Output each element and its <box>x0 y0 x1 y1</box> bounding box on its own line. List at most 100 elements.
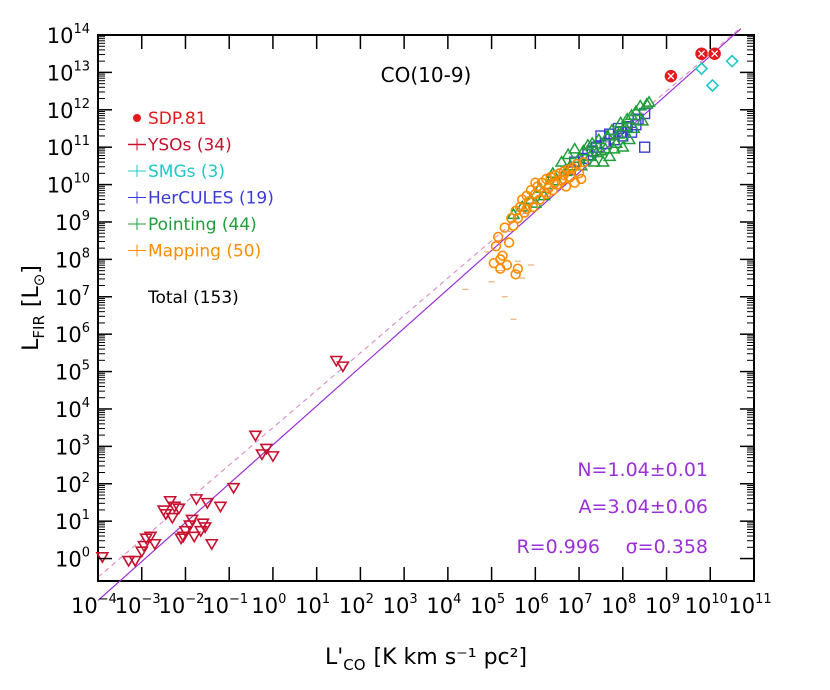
point-ysos-34 <box>167 501 182 514</box>
legend: SDP.81 YSOs (34) SMGs (3) HerCULES (19) Poin… <box>128 109 274 262</box>
chart-title: CO(10-9) <box>381 63 472 87</box>
point-mapping-50 <box>571 158 583 170</box>
point-ysos-34 <box>185 514 199 527</box>
x-tick-label: 106 <box>514 592 549 618</box>
point-pointing-44 <box>598 142 613 154</box>
x-tick-label: 105 <box>470 592 505 618</box>
point-ysos-34 <box>259 443 274 456</box>
point-mapping-50 <box>558 170 569 181</box>
x-tick-label: 109 <box>645 592 680 618</box>
point-mapping-50 <box>501 259 513 271</box>
point-ysos-34 <box>147 538 162 551</box>
point-ysos-34 <box>200 497 215 510</box>
x-tick-label: 101 <box>295 592 330 618</box>
point-pointing-44 <box>554 155 569 167</box>
point-sdp-81-cross <box>698 50 706 58</box>
y-axis-label-unit-open: [L <box>19 286 44 308</box>
y-axis-label-sub: FIR <box>30 315 48 338</box>
point-ysos-34 <box>174 533 188 546</box>
y-tick-label: 102 <box>55 471 90 497</box>
point-ysos-34 <box>255 449 269 461</box>
y-axis-label-main: L <box>19 338 44 351</box>
y-tick-label: 1012 <box>47 97 90 123</box>
point-mapping-50 <box>576 173 587 185</box>
point-smgs-3 <box>694 62 709 76</box>
point-smgs-3 <box>725 54 739 68</box>
legend-marker-sdp-81 <box>133 114 141 122</box>
point-pointing-44 <box>587 155 602 167</box>
x-tick-label: 103 <box>383 592 418 618</box>
x-tick-label: 107 <box>558 592 593 618</box>
point-smgs-3 <box>705 78 720 93</box>
point-mapping-50 <box>573 168 585 179</box>
point-pointing-44 <box>642 95 656 107</box>
point-ysos-34 <box>165 512 180 525</box>
point-pointing-44 <box>594 143 608 156</box>
point-mapping-50 <box>541 188 552 200</box>
fit-n-value: N=1.04±0.01 <box>577 459 708 481</box>
legend-label-pointing-44: Pointing (44) <box>148 215 257 235</box>
point-mapping-50 <box>527 201 539 213</box>
y-tick-label: 109 <box>55 209 90 235</box>
point-pointing-44 <box>626 121 641 134</box>
point-ysos-34 <box>143 531 158 544</box>
point-mapping-50 <box>549 177 561 188</box>
y-tick-label: 1014 <box>47 22 90 48</box>
point-sdp-81-cross <box>667 72 675 80</box>
point-ysos-34 <box>204 538 219 551</box>
point-ysos-34 <box>137 540 151 553</box>
legend-total: Total (153) <box>147 288 239 308</box>
point-ysos-34 <box>336 361 350 374</box>
point-ysos-34 <box>172 503 186 516</box>
x-tick-label: 10−2 <box>159 592 205 618</box>
legend-label-smgs-3: SMGs (3) <box>148 162 225 182</box>
point-pointing-44 <box>591 132 606 145</box>
x-tick-label: 1011 <box>728 592 771 618</box>
y-axis-label-unit-sub: ⊙ <box>30 274 48 287</box>
point-pointing-44 <box>581 138 595 150</box>
y-tick-label: 107 <box>55 284 90 310</box>
point-sdp-81-cross <box>711 50 719 58</box>
y-axis-label-unit-close: ] <box>19 265 44 274</box>
legend-label-sdp-81: SDP.81 <box>148 109 207 129</box>
y-tick-label: 105 <box>55 359 90 385</box>
point-ysos-34 <box>213 501 228 514</box>
x-tick-label: 102 <box>339 592 374 618</box>
x-tick-labels: 10−410−310−210−1 100 101 102 103 104 105 106 107… <box>71 592 772 618</box>
point-ysos-34 <box>329 355 344 368</box>
y-tick-label: 1011 <box>47 134 90 160</box>
y-tick-label: 100 <box>55 546 90 572</box>
x-axis-label: L'CO [K km s⁻¹ pc²] <box>325 645 527 674</box>
y-tick-labels: 100 101 102 103 104 105 106 107 108 109 1010 1011 10… <box>47 22 90 572</box>
point-mapping-50 <box>503 237 515 248</box>
point-pointing-44 <box>622 132 637 145</box>
data-points <box>95 47 739 568</box>
x-tick-label: 10−4 <box>71 592 117 618</box>
y-tick-label: 1010 <box>47 172 90 198</box>
point-pointing-44 <box>609 136 624 149</box>
point-ysos-34 <box>189 494 204 506</box>
y-axis-label-group: LFIR [L⊙] <box>19 265 48 351</box>
x-tick-label: 100 <box>251 592 286 618</box>
y-tick-label: 101 <box>55 508 90 534</box>
point-ysos-34 <box>128 555 143 568</box>
point-ysos-34 <box>187 531 202 544</box>
point-ysos-34 <box>198 522 213 534</box>
point-hercules-19 <box>595 130 607 142</box>
point-pointing-44 <box>615 140 630 152</box>
point-mapping-50 <box>512 213 524 224</box>
point-pointing-44 <box>618 119 632 132</box>
point-mapping-50 <box>499 222 510 233</box>
x-tick-label: 108 <box>601 592 636 618</box>
fit-sigma-value: σ=0.358 <box>626 536 708 558</box>
y-tick-label: 103 <box>55 433 90 459</box>
point-mapping-50 <box>560 181 572 192</box>
x-axis-label-unit: [K km s⁻¹ pc²] <box>374 645 528 670</box>
legend-label-hercules-19: HerCULES (19) <box>148 189 274 209</box>
point-pointing-44 <box>576 143 591 156</box>
point-pointing-44 <box>613 115 628 128</box>
point-pointing-44 <box>589 145 604 158</box>
legend-label-mapping-50: Mapping (50) <box>148 242 261 262</box>
y-tick-label: 108 <box>55 246 90 272</box>
fit-a-value: A=3.04±0.06 <box>579 496 708 518</box>
